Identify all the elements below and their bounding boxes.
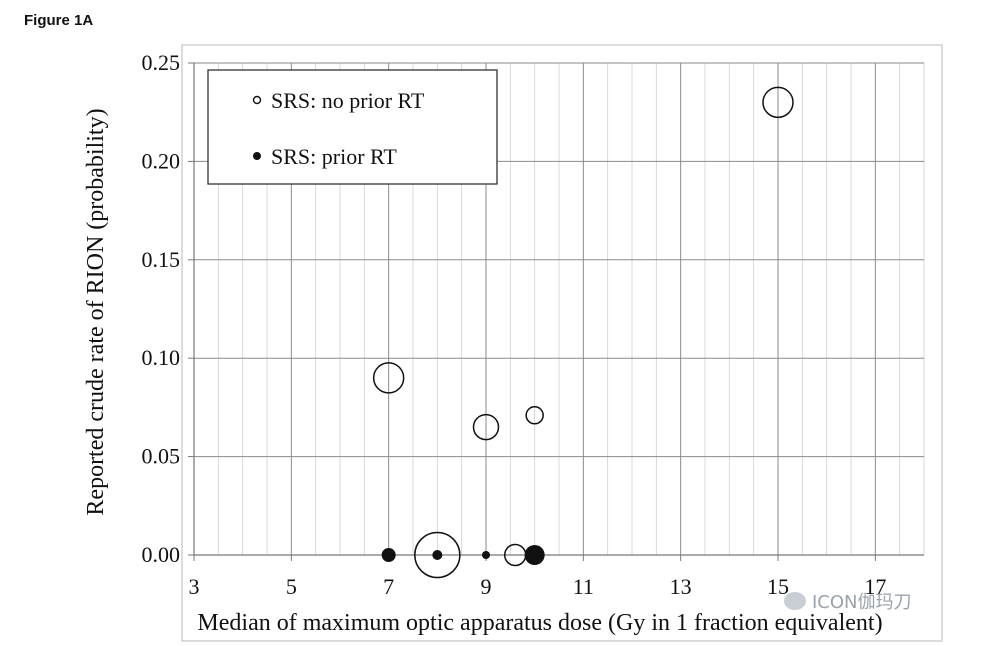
legend-box	[207, 69, 498, 185]
x-tick-label: 11	[573, 574, 594, 599]
data-points	[372, 86, 794, 579]
x-tick-labels: 3 5 7 9 11 13 15 17	[189, 555, 886, 599]
x-tick-label: 15	[767, 574, 789, 599]
legend-filled-marker	[253, 152, 261, 160]
y-axis-title: Reported crude rate of RION (probability…	[83, 108, 109, 515]
data-point-no-prior-rt	[372, 362, 405, 394]
y-tick-label: 0.05	[142, 444, 181, 469]
legend-open-marker	[252, 95, 262, 105]
y-tick-label: 0.20	[142, 148, 181, 173]
x-tick-label: 17	[864, 574, 886, 599]
y-tick-label: 0.15	[142, 247, 181, 272]
data-point-no-prior-rt	[762, 86, 794, 119]
legend-label-prior-rt: SRS: prior RT	[271, 144, 397, 169]
x-tick-label: 13	[670, 574, 692, 599]
y-tick-labels: 0.00 0.05 0.10 0.15 0.20 0.25	[142, 50, 194, 567]
x-tick-label: 5	[286, 574, 297, 599]
x-tick-label: 3	[189, 574, 200, 599]
y-tick-label: 0.25	[142, 50, 181, 75]
data-point-prior-rt	[482, 551, 490, 559]
axes	[193, 63, 924, 556]
data-point-prior-rt	[432, 550, 443, 560]
y-tick-label: 0.00	[142, 542, 181, 567]
x-tick-label: 9	[481, 574, 492, 599]
legend-label-no-prior-rt: SRS: no prior RT	[271, 88, 425, 113]
data-point-no-prior-rt	[525, 406, 544, 425]
x-tick-label: 7	[383, 574, 394, 599]
data-point-no-prior-rt	[414, 531, 461, 579]
chart-frame	[181, 44, 943, 642]
x-axis-title: Median of maximum optic apparatus dose (…	[197, 610, 882, 636]
data-point-prior-rt	[381, 548, 396, 562]
y-tick-label: 0.10	[142, 345, 181, 370]
chat-bubble-icon	[784, 592, 806, 610]
figure-label: Figure 1A	[24, 12, 94, 29]
watermark: ICON伽玛刀	[784, 588, 912, 614]
legend: SRS: no prior RT SRS: prior RT	[207, 69, 498, 185]
data-point-prior-rt	[524, 545, 545, 565]
watermark-text: ICON伽玛刀	[812, 592, 912, 613]
data-point-no-prior-rt	[472, 413, 500, 441]
